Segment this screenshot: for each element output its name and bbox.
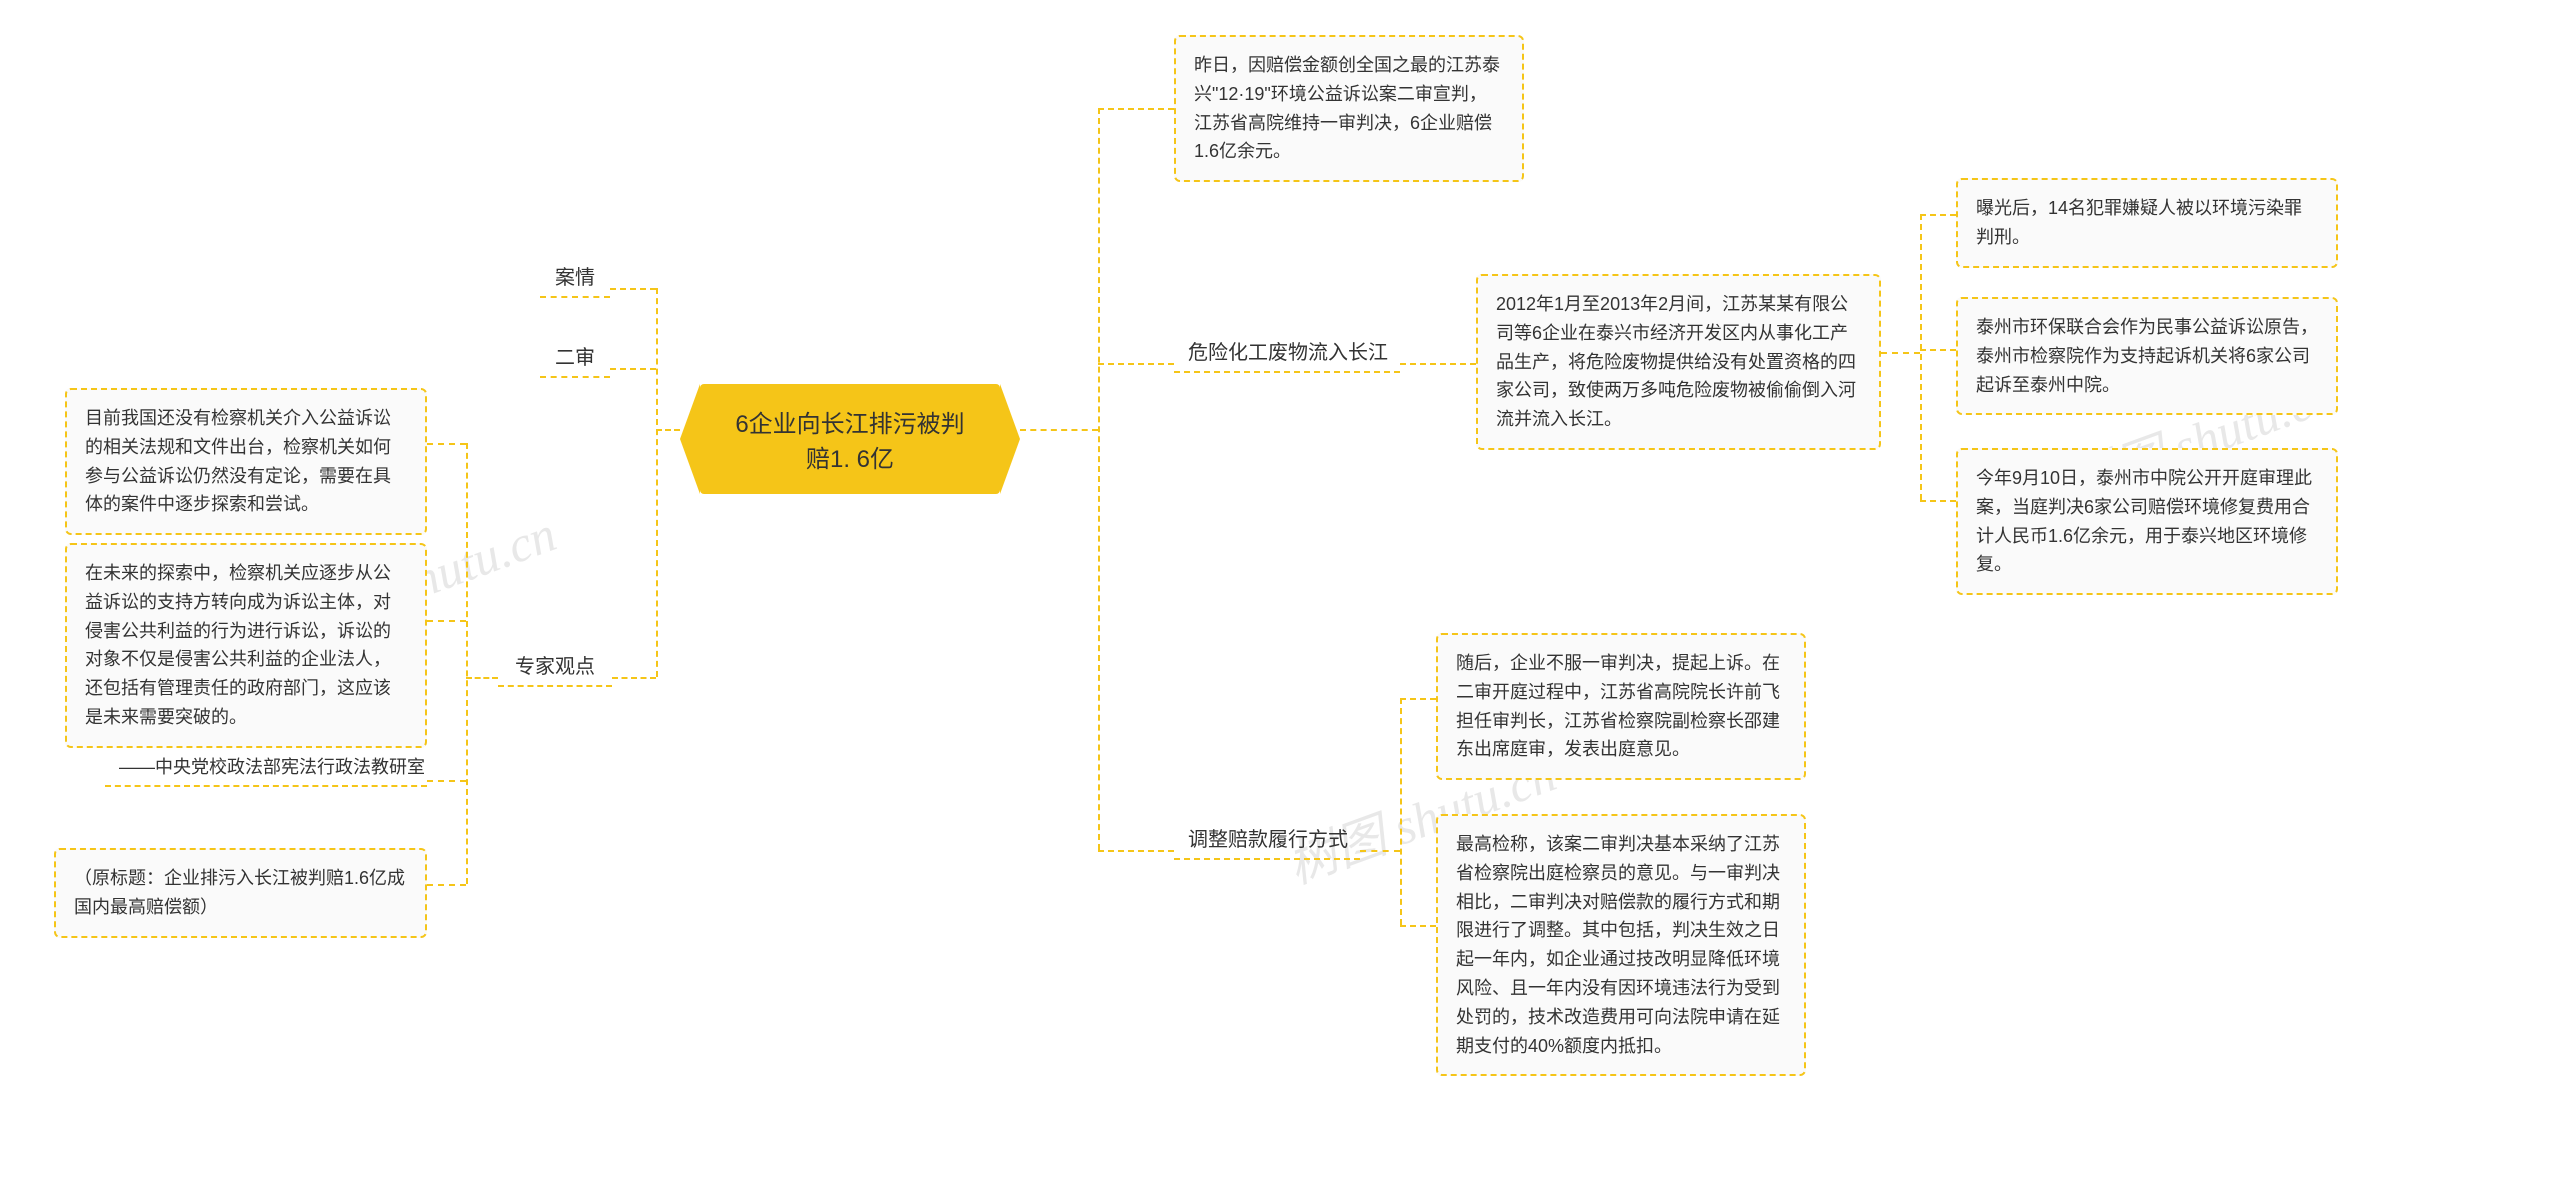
- left-expert-2[interactable]: 在未来的探索中，检察机关应逐步从公益诉讼的支持方转向成为诉讼主体，对侵害公共利益…: [65, 543, 427, 748]
- right-adjust-1[interactable]: 随后，企业不服一审判决，提起上诉。在二审开庭过程中，江苏省高院院长许前飞担任审判…: [1436, 633, 1806, 780]
- left-branch-expert[interactable]: 专家观点: [498, 644, 612, 687]
- right-waste-sub1[interactable]: 曝光后，14名犯罪嫌疑人被以环境污染罪判刑。: [1956, 178, 2338, 268]
- left-expert-3[interactable]: ——中央党校政法部宪法行政法教研室: [105, 747, 427, 787]
- right-branch-adjust[interactable]: 调整赔款履行方式: [1174, 817, 1360, 860]
- right-waste-sub3[interactable]: 今年9月10日，泰州市中院公开开庭审理此案，当庭判决6家公司赔偿环境修复费用合计…: [1956, 448, 2338, 595]
- right-waste-1[interactable]: 2012年1月至2013年2月间，江苏某某有限公司等6企业在泰兴市经济开发区内从…: [1476, 274, 1881, 450]
- right-branch-waste[interactable]: 危险化工废物流入长江: [1174, 330, 1400, 373]
- root-node[interactable]: 6企业向长江排污被判赔1. 6亿: [700, 384, 1000, 494]
- left-expert-1[interactable]: 目前我国还没有检察机关介入公益诉讼的相关法规和文件出台，检察机关如何参与公益诉讼…: [65, 388, 427, 535]
- left-branch-second[interactable]: 二审: [540, 335, 610, 378]
- left-expert-4[interactable]: （原标题：企业排污入长江被判赔1.6亿成国内最高赔偿额）: [54, 848, 427, 938]
- right-waste-sub2[interactable]: 泰州市环保联合会作为民事公益诉讼原告，泰州市检察院作为支持起诉机关将6家公司起诉…: [1956, 297, 2338, 415]
- right-verdict[interactable]: 昨日，因赔偿金额创全国之最的江苏泰兴"12·19"环境公益诉讼案二审宣判，江苏省…: [1174, 35, 1524, 182]
- left-branch-case[interactable]: 案情: [540, 255, 610, 298]
- right-adjust-2[interactable]: 最高检称，该案二审判决基本采纳了江苏省检察院出庭检察员的意见。与一审判决相比，二…: [1436, 814, 1806, 1076]
